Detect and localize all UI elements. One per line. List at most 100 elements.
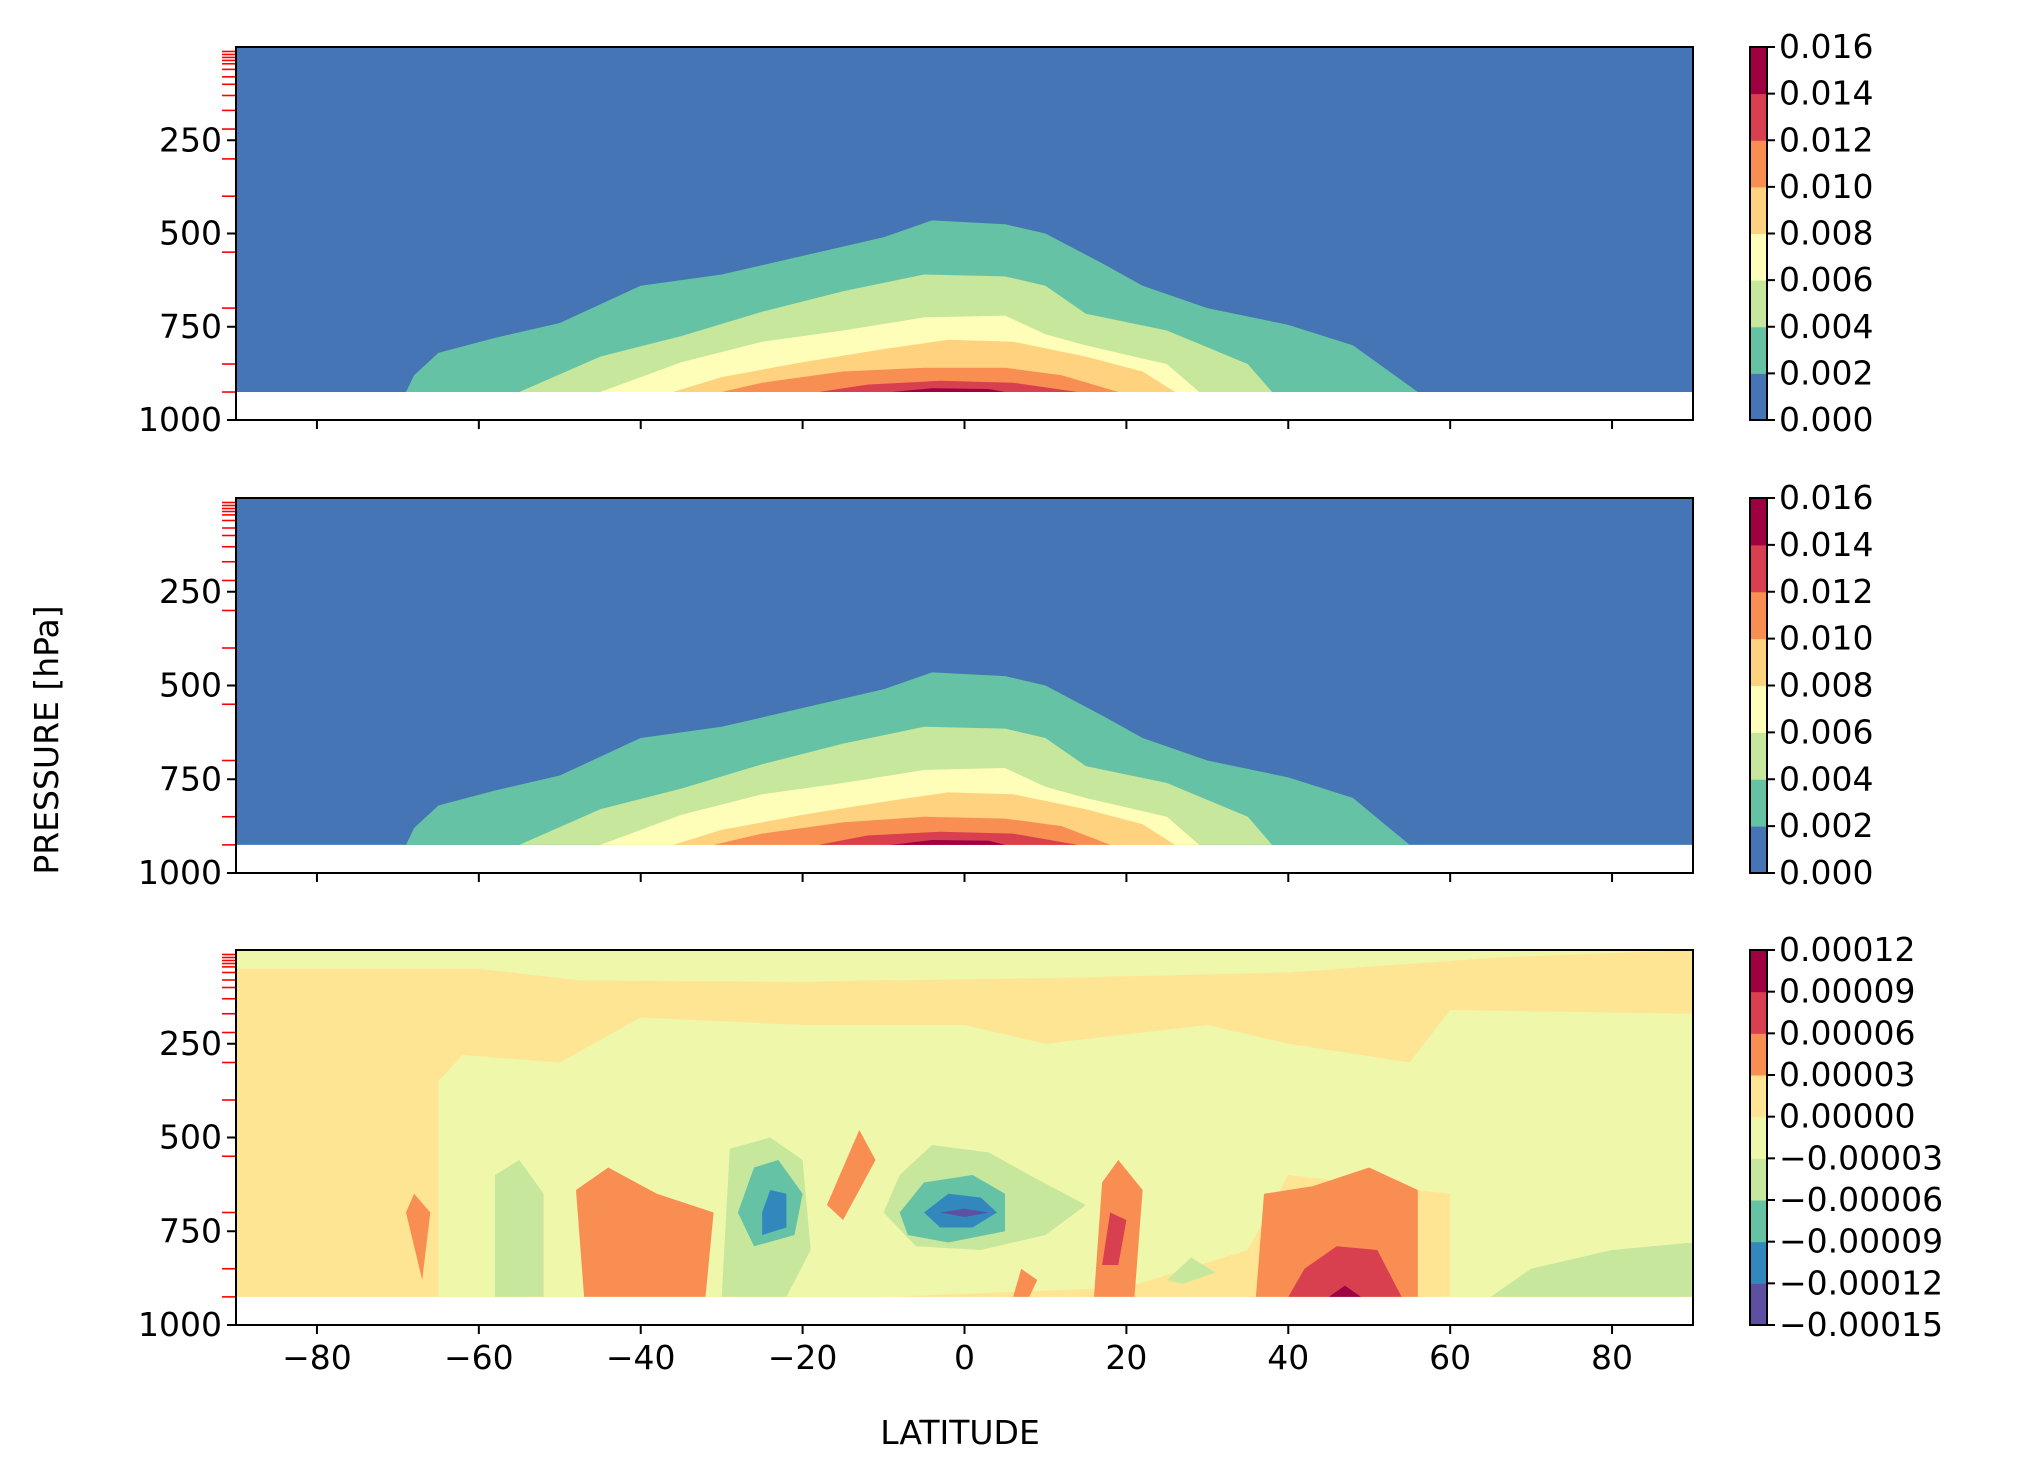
contour-level-0.014: [891, 840, 1005, 845]
panels: 25050075010000.0160.0140.0120.0100.0080.…: [138, 27, 1943, 1377]
colorbar-tick-label: 0.014: [1779, 525, 1873, 564]
colorbar-segment: [1750, 326, 1767, 374]
colorbar-segment: [1750, 498, 1767, 546]
colorbar-segment: [1750, 991, 1767, 1034]
colorbar-tick-label: 0.00006: [1779, 1013, 1915, 1052]
colorbar-segment: [1750, 140, 1767, 188]
y-tick-label: 500: [159, 214, 222, 253]
colorbar-segment: [1750, 1075, 1767, 1118]
x-tick-label: 0: [954, 1338, 975, 1377]
contour-level-0.012: [818, 380, 1078, 393]
contour-region-0.00009: [1328, 1285, 1362, 1297]
colorbar-tick-label: 0.002: [1779, 806, 1873, 845]
y-tick-label: 250: [159, 572, 222, 611]
colorbar-tick-label: −0.00012: [1779, 1263, 1943, 1302]
contour-level-0.014: [891, 388, 1005, 393]
y-tick-label: 750: [159, 1211, 222, 1250]
colorbar-frame: [1749, 949, 1768, 1326]
y-tick-label: 1000: [138, 400, 222, 439]
colorbar-tick-label: 0.016: [1779, 27, 1873, 66]
contour-region-0.00003: [1013, 1268, 1038, 1297]
colorbar-segment: [1750, 950, 1767, 993]
colorbar-tick-label: 0.000: [1779, 853, 1873, 892]
contour-region-0.00003: [826, 1130, 876, 1220]
panel-top: 25050075010000.0160.0140.0120.0100.0080.…: [138, 27, 1873, 439]
x-tick-label: −60: [444, 1338, 514, 1377]
contour-region-0: [236, 968, 1693, 1297]
colorbar-segment: [1750, 1116, 1767, 1159]
colorbar-segment: [1750, 1241, 1767, 1284]
colorbar-segment: [1750, 93, 1767, 141]
colorbar-tick-label: 0.016: [1779, 478, 1873, 517]
colorbar-tick-label: 0.00003: [1779, 1055, 1915, 1094]
colorbar-segment: [1750, 1283, 1767, 1326]
contour-region--0.00006: [1490, 1242, 1693, 1297]
y-axis-label: PRESSURE [hPa]: [27, 605, 66, 874]
contour-region-0.00006: [1102, 1212, 1127, 1265]
colorbar-tick-label: 0.012: [1779, 120, 1873, 159]
colorbar-tick-label: −0.00006: [1779, 1180, 1943, 1219]
x-tick-label: 80: [1591, 1338, 1633, 1377]
x-tick-label: 40: [1267, 1338, 1309, 1377]
y-tick-label: 500: [159, 1118, 222, 1157]
x-tick-label: −80: [282, 1338, 352, 1377]
colorbar-tick-label: 0.006: [1779, 712, 1873, 751]
contour-region-0.00003: [406, 1193, 431, 1280]
contour-region-0.00003: [576, 1167, 714, 1297]
y-tick-label: 500: [159, 666, 222, 705]
contour-area: [236, 47, 1693, 393]
colorbar-tick-label: 0.00012: [1779, 930, 1915, 969]
colorbar-segment: [1750, 280, 1767, 328]
colorbar-tick-label: 0.00009: [1779, 972, 1915, 1011]
panel-bottom: −80 −60 −40 −20 0 20 40 60 80 250 500 750 1000 0.0001…: [138, 930, 1943, 1377]
colorbar-tick-label: 0.006: [1779, 260, 1873, 299]
colorbar-segment: [1750, 233, 1767, 281]
y-tick-label: 750: [159, 307, 222, 346]
colorbar-segment: [1750, 1200, 1767, 1243]
colorbar-segment: [1750, 732, 1767, 780]
x-tick-label: 20: [1105, 1338, 1147, 1377]
y-tick-label: 1000: [138, 853, 222, 892]
contour-area: [236, 498, 1693, 845]
contour-level-0.012: [818, 831, 1078, 845]
colorbar-tick-label: 0.004: [1779, 759, 1873, 798]
colorbar-tick-label: 0.008: [1779, 214, 1873, 253]
colorbar-tick-label: 0.010: [1779, 167, 1873, 206]
y-tick-label: 250: [159, 1024, 222, 1063]
x-tick-label: −20: [768, 1338, 838, 1377]
colorbar-tick-label: −0.00009: [1779, 1222, 1943, 1261]
colorbar-segment: [1750, 373, 1767, 421]
panel-middle: 25050075010000.0160.0140.0120.0100.0080.…: [138, 478, 1873, 892]
colorbar-tick-label: 0.010: [1779, 619, 1873, 658]
colorbar-tick-label: 0.00000: [1779, 1097, 1915, 1136]
colorbar-tick-label: 0.014: [1779, 74, 1873, 113]
colorbar-segment: [1750, 186, 1767, 234]
contour-region--0.00006: [495, 1160, 544, 1297]
colorbar-tick-label: 0.008: [1779, 666, 1873, 705]
colorbar: 0.016 0.014 0.012 0.010 0.008 0.006 0.004 0.002…: [1749, 478, 1873, 892]
contour-area: [236, 950, 1693, 1297]
contour-region--0.00015: [940, 1208, 989, 1217]
colorbar-tick-label: 0.000: [1779, 400, 1873, 439]
colorbar-segment: [1750, 779, 1767, 827]
colorbar-segment: [1750, 544, 1767, 593]
y-tick-label: 1000: [138, 1305, 222, 1344]
colorbar-segment: [1750, 1033, 1767, 1076]
contour-region-0.00006: [1288, 1246, 1402, 1297]
colorbar: 0.016 0.014 0.012 0.010 0.008 0.006 0.004 0.002…: [1749, 27, 1873, 439]
contour-region--0.00003: [236, 950, 1693, 984]
x-axis-label: LATITUDE: [880, 1413, 1040, 1452]
colorbar-tick-label: 0.004: [1779, 307, 1873, 346]
y-tick-label: 250: [159, 120, 222, 159]
colorbar-segment: [1750, 826, 1767, 874]
colorbar-segment: [1750, 1158, 1767, 1201]
colorbar-segment: [1750, 591, 1767, 640]
colorbar-tick-label: 0.012: [1779, 572, 1873, 611]
colorbar-segment: [1750, 685, 1767, 733]
x-tick-label: −40: [606, 1338, 676, 1377]
colorbar-tick-label: 0.002: [1779, 353, 1873, 392]
colorbar-segment: [1750, 638, 1767, 686]
colorbar-tick-label: −0.00015: [1779, 1305, 1943, 1344]
